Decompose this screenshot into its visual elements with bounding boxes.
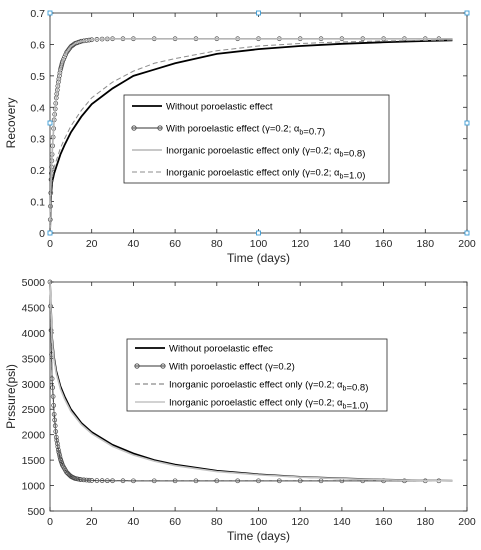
x-tick-label: 60 bbox=[169, 238, 181, 250]
y-tick-label: 1500 bbox=[22, 455, 46, 467]
y-tick-label: 500 bbox=[27, 506, 45, 518]
x-tick-label: 0 bbox=[47, 516, 53, 528]
y-tick-label: 0.3 bbox=[30, 134, 45, 146]
selection-handle[interactable] bbox=[256, 230, 261, 236]
legend: Without poroelastic effec With poroelasti… bbox=[126, 338, 388, 412]
x-tick-label: 200 bbox=[458, 516, 476, 528]
y-tick-label: 0.4 bbox=[30, 102, 45, 114]
y-tick-label: 4000 bbox=[22, 328, 46, 340]
chart-panel-1: 0 20 40 60 80 100 120 140 160 180 200 0 0.1 0.2 0.3 0.4… bbox=[4, 8, 476, 265]
x-tick-label: 200 bbox=[458, 238, 476, 250]
y-tick-label: 2000 bbox=[22, 430, 46, 442]
legend-marker bbox=[134, 363, 140, 369]
legend-label: Inorganic poroelastic effect only (γ=0.2… bbox=[169, 380, 368, 394]
data-point-marker bbox=[63, 52, 68, 57]
series-line-4 bbox=[49, 281, 453, 482]
selection-handle[interactable] bbox=[47, 10, 53, 16]
y-tick-label: 2500 bbox=[22, 404, 46, 416]
x-tick-label: 140 bbox=[333, 238, 351, 250]
selection-handle[interactable] bbox=[256, 10, 261, 16]
legend: Without poroelastic effect With poroelast… bbox=[123, 94, 390, 184]
y-axis-title: Recovery bbox=[4, 98, 18, 149]
selection-handle[interactable] bbox=[47, 120, 53, 126]
series-line-1 bbox=[49, 39, 453, 234]
y-tick-label: 3000 bbox=[22, 379, 46, 391]
legend-box bbox=[126, 338, 388, 412]
legend-marker bbox=[157, 125, 163, 131]
x-tick-label: 20 bbox=[86, 516, 98, 528]
y-axis-title: Prssure(psi) bbox=[4, 364, 18, 429]
y-tick-label: 0.5 bbox=[30, 71, 45, 83]
x-tick-label: 100 bbox=[250, 238, 268, 250]
selection-handle[interactable] bbox=[464, 120, 470, 126]
x-tick-label: 160 bbox=[375, 516, 393, 528]
x-tick-label: 60 bbox=[169, 516, 181, 528]
x-tick-label: 180 bbox=[417, 238, 435, 250]
chart-panel-2: 0 20 40 60 80 100 120 140 160 180 200 500 1000 1500 20… bbox=[4, 277, 476, 543]
y-tick-label: 0.1 bbox=[30, 197, 45, 209]
legend-marker bbox=[131, 125, 137, 131]
series-line-3 bbox=[49, 281, 453, 482]
x-axis-title: Time (days) bbox=[227, 251, 290, 265]
x-tick-label: 100 bbox=[250, 516, 268, 528]
series-line-4 bbox=[49, 39, 453, 234]
series-line-3 bbox=[49, 37, 453, 234]
y-tick-label: 4500 bbox=[22, 302, 46, 314]
legend-label: Without poroelastic effec bbox=[169, 344, 273, 355]
legend-label: Inorganic poroelastic effect only (γ=0.2… bbox=[166, 168, 365, 182]
x-tick-label: 120 bbox=[291, 238, 309, 250]
x-tick-label: 0 bbox=[47, 238, 53, 250]
selection-handle[interactable] bbox=[464, 10, 470, 16]
y-tick-label: 0 bbox=[39, 228, 45, 240]
data-point-marker bbox=[62, 54, 67, 60]
selection-handle[interactable] bbox=[464, 230, 470, 236]
x-tick-label: 80 bbox=[211, 516, 223, 528]
y-tick-label: 0.2 bbox=[30, 165, 45, 177]
x-tick-label: 20 bbox=[86, 238, 98, 250]
y-tick-label: 3500 bbox=[22, 353, 46, 365]
legend-label: Inorganic poroelastic effect only (γ=0.2… bbox=[166, 146, 365, 160]
y-tick-label: 1000 bbox=[22, 481, 46, 493]
legend-marker bbox=[160, 363, 166, 369]
legend-box bbox=[123, 94, 390, 184]
legend-label: Inorganic poroelastic effect only (γ=0.2… bbox=[169, 398, 368, 412]
y-tick-label: 0.7 bbox=[30, 8, 45, 20]
x-tick-label: 120 bbox=[291, 516, 309, 528]
x-tick-label: 180 bbox=[417, 516, 435, 528]
x-tick-label: 40 bbox=[128, 238, 140, 250]
data-point-marker bbox=[71, 41, 77, 47]
x-axis-title: Time (days) bbox=[227, 529, 290, 543]
legend-label: Without poroelastic effect bbox=[166, 102, 273, 113]
legend-label: With poroelastic effect (γ=0.2; αb=0.7) bbox=[166, 124, 325, 138]
x-tick-label: 160 bbox=[375, 238, 393, 250]
data-point-marker bbox=[61, 57, 66, 62]
y-tick-label: 5000 bbox=[22, 277, 46, 289]
x-tick-label: 80 bbox=[211, 238, 223, 250]
x-tick-label: 40 bbox=[128, 516, 140, 528]
selection-handle[interactable] bbox=[47, 230, 53, 236]
y-tick-label: 0.6 bbox=[30, 39, 45, 51]
x-tick-label: 140 bbox=[333, 516, 351, 528]
legend-label: With poroelastic effect (γ=0.2) bbox=[169, 362, 295, 373]
